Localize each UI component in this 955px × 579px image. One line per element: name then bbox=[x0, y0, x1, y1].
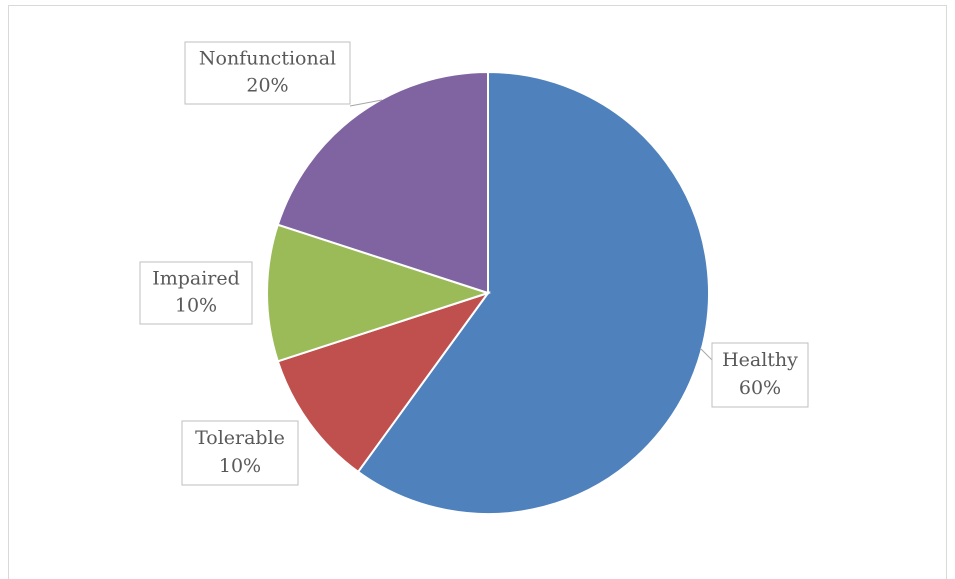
pie-slice bbox=[265, 223, 492, 363]
value-label: 20% bbox=[246, 75, 288, 97]
value-label: 10% bbox=[175, 295, 217, 317]
leader-line bbox=[349, 99, 383, 107]
pie-slice bbox=[276, 70, 489, 295]
label-box bbox=[711, 342, 809, 408]
label-box bbox=[184, 41, 351, 105]
value-label: 10% bbox=[219, 455, 261, 477]
label-box bbox=[181, 420, 299, 486]
chart-frame bbox=[8, 5, 947, 579]
leader-line bbox=[699, 347, 713, 361]
pie-slice bbox=[356, 70, 710, 515]
value-label: 60% bbox=[739, 377, 781, 399]
label-box bbox=[139, 261, 253, 325]
pie-slice bbox=[276, 291, 491, 474]
category-label: Nonfunctional bbox=[199, 47, 336, 69]
category-label: Healthy bbox=[722, 349, 798, 371]
category-label: Tolerable bbox=[195, 427, 285, 449]
category-label: Impaired bbox=[152, 267, 240, 289]
